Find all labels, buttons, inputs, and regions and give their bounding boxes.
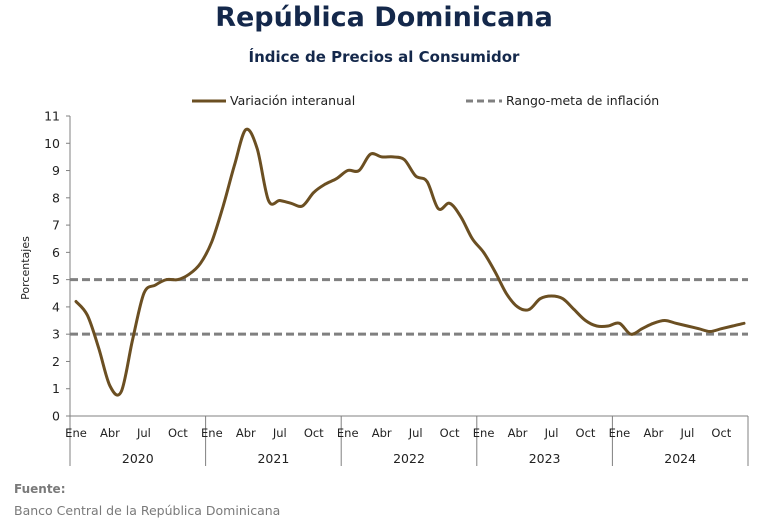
y-tick-label: 6	[52, 245, 60, 260]
source-text: Banco Central de la República Dominicana	[14, 503, 281, 518]
axes: 0 1 2 3 4 5 6 7 8 9 10 11 2020 2021 2022 2023 2024 Ene Abr…	[44, 109, 749, 466]
legend-label-rango: Rango-meta de inflación	[506, 93, 659, 108]
source-label: Fuente:	[14, 482, 66, 496]
y-tick-label: 3	[52, 327, 60, 342]
chart-subtitle: Índice de Precios al Consumidor	[248, 48, 520, 66]
year-label: 2021	[257, 451, 289, 466]
year-label: 2022	[393, 451, 425, 466]
legend-label-variacion: Variación interanual	[230, 93, 355, 108]
y-tick-label: 9	[52, 163, 60, 178]
y-tick-label: 5	[52, 272, 60, 287]
month-tick-label: Oct	[304, 426, 324, 440]
year-label: 2024	[664, 451, 696, 466]
year-label: 2023	[529, 451, 561, 466]
month-tick-label: Jul	[272, 426, 287, 440]
month-tick-label: Jul	[679, 426, 694, 440]
y-tick-label: 7	[52, 218, 60, 233]
y-tick-label: 0	[52, 409, 60, 424]
month-tick-label: Oct	[711, 426, 731, 440]
month-tick-label: Oct	[440, 426, 460, 440]
y-tick-label: 10	[44, 136, 60, 151]
month-tick-label: Ene	[609, 426, 631, 440]
month-tick-label: Abr	[372, 426, 392, 440]
month-tick-label: Abr	[508, 426, 528, 440]
y-tick-label: 1	[52, 381, 60, 396]
month-tick-label: Abr	[643, 426, 663, 440]
month-tick-label: Oct	[168, 426, 188, 440]
year-label: 2020	[122, 451, 154, 466]
chart-title: República Dominicana	[215, 2, 553, 33]
line-chart: Variación interanual Rango-meta de infla…	[19, 93, 749, 466]
month-tick-label: Jul	[544, 426, 559, 440]
y-tick-label: 8	[52, 190, 60, 205]
series-line-variacion-interanual	[74, 127, 746, 397]
month-tick-label: Ene	[473, 426, 495, 440]
month-tick-label: Jul	[408, 426, 423, 440]
y-axis-label: Porcentajes	[19, 236, 32, 300]
month-tick-label: Ene	[65, 426, 87, 440]
month-tick-label: Oct	[576, 426, 596, 440]
month-tick-label: Abr	[100, 426, 120, 440]
y-tick-label: 4	[52, 299, 60, 314]
month-tick-label: Jul	[136, 426, 151, 440]
y-tick-label: 2	[52, 354, 60, 369]
month-tick-label: Ene	[337, 426, 359, 440]
legend: Variación interanual Rango-meta de infla…	[192, 93, 659, 108]
y-tick-label: 11	[44, 109, 60, 124]
month-tick-label: Abr	[236, 426, 256, 440]
month-tick-label: Ene	[201, 426, 223, 440]
series-layer	[74, 127, 746, 397]
